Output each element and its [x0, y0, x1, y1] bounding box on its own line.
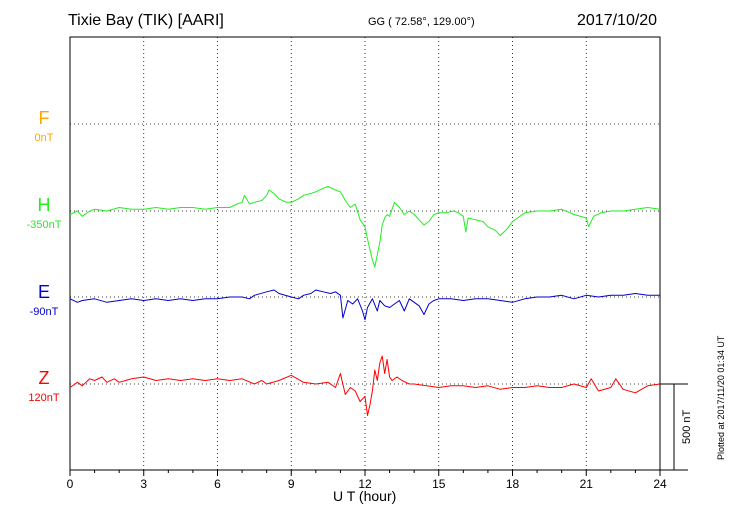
channel-z-baseline: 120nT	[28, 392, 60, 404]
x-tick-label: 0	[67, 477, 74, 491]
x-tick-label: 6	[214, 477, 221, 491]
channel-h-name: H	[37, 195, 51, 215]
x-tick-label: 9	[288, 477, 295, 491]
channel-e-baseline: -90nT	[29, 306, 59, 318]
channel-h-baseline: -350nT	[26, 219, 62, 231]
x-tick-label: 15	[432, 477, 446, 491]
series-z-trace	[69, 355, 661, 416]
date-label: 2017/10/20	[577, 12, 658, 29]
plotted-timestamp: Plotted at 2017/11/20 01:34 UT	[716, 335, 726, 460]
channel-e-label-group: E -90nT	[19, 282, 69, 318]
series-e-trace	[69, 289, 660, 321]
channel-z-label-group: Z 120nT	[19, 368, 69, 404]
scale-bar-label: 500 nT	[681, 409, 693, 444]
geographic-coordinates: GG ( 72.58°, 129.00°)	[368, 16, 475, 28]
channel-f-name: F	[38, 108, 50, 128]
x-tick-label: 24	[653, 477, 667, 491]
x-tick-label: 18	[506, 477, 520, 491]
channel-e-name: E	[37, 282, 50, 302]
x-axis-label: U T (hour)	[333, 488, 397, 504]
channel-f-label-group: F 0nT	[19, 108, 69, 144]
x-tick-label: 3	[140, 477, 147, 491]
x-tick-label: 21	[580, 477, 594, 491]
series-h-trace	[69, 186, 661, 268]
channel-h-label-group: H -350nT	[19, 195, 69, 231]
station-title: Tixie Bay (TIK) [AARI]	[68, 12, 224, 29]
channel-f-baseline: 0nT	[34, 132, 54, 144]
x-tick-label: 12	[358, 477, 372, 491]
channel-z-name: Z	[38, 368, 50, 388]
